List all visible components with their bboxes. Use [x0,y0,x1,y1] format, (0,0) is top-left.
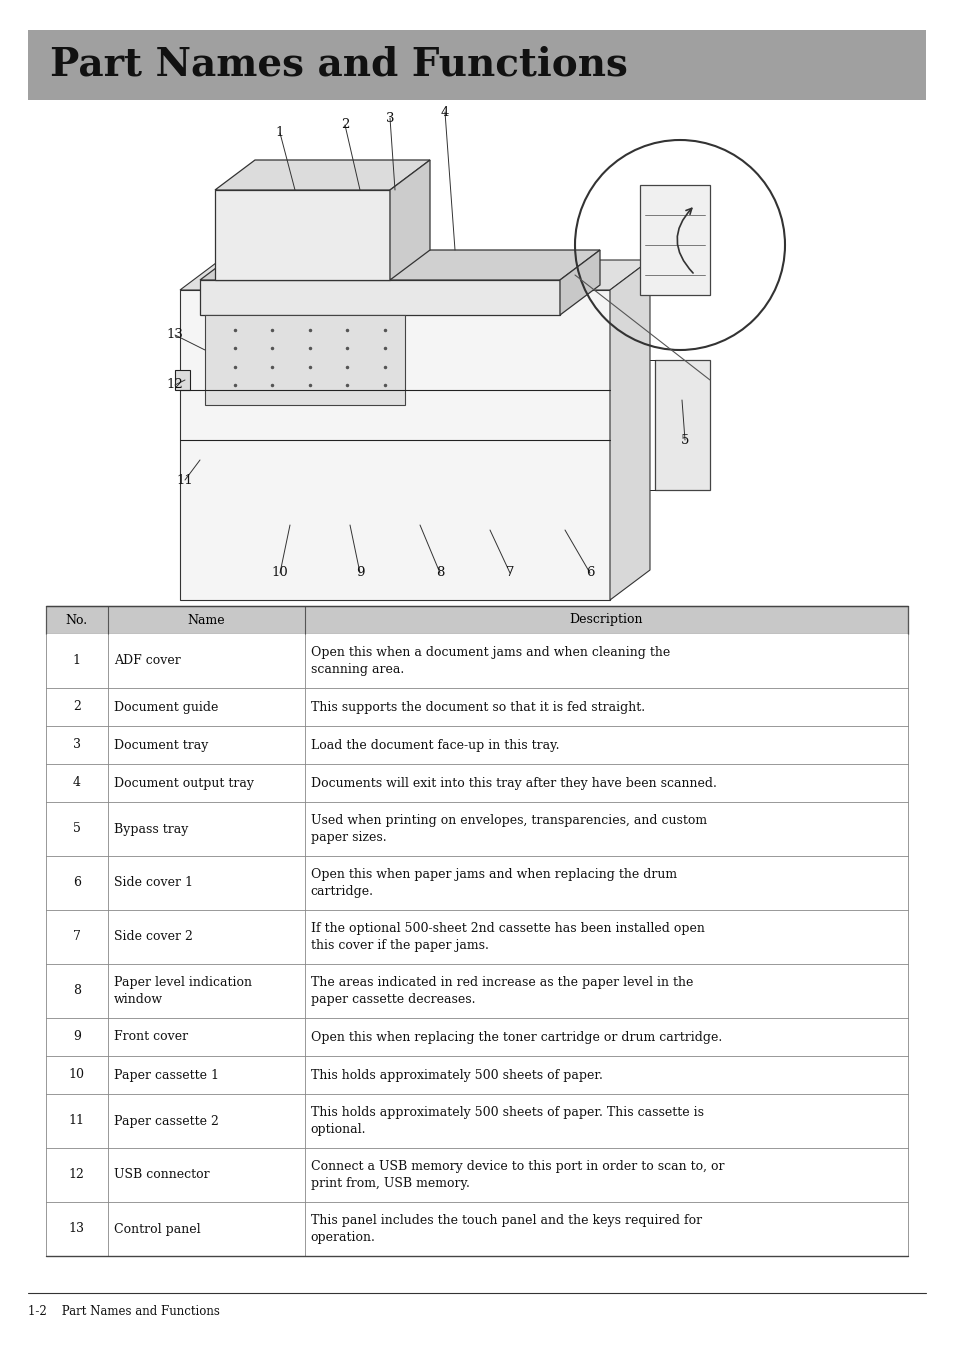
Bar [46,687,907,727]
Text: Description: Description [569,613,642,627]
Text: 11: 11 [69,1115,85,1127]
Text: Open this when a document jams and when cleaning the
scanning area.: Open this when a document jams and when … [310,646,669,675]
Bar [46,1055,907,1095]
Text: Part Names and Functions: Part Names and Functions [50,46,627,84]
Polygon shape [200,280,559,315]
Text: Document tray: Document tray [113,739,208,751]
Text: Paper cassette 2: Paper cassette 2 [113,1115,218,1127]
Bar [46,856,907,910]
Polygon shape [390,160,430,280]
Text: 8: 8 [72,984,81,998]
Text: 11: 11 [176,473,193,487]
Text: 12: 12 [167,379,183,391]
Text: Side cover 2: Side cover 2 [113,930,193,944]
Text: 13: 13 [167,329,183,341]
Text: 12: 12 [69,1169,85,1181]
Text: 4: 4 [440,105,449,119]
Bar [46,727,907,764]
Polygon shape [639,185,709,295]
Text: 9: 9 [355,566,364,580]
Text: 7: 7 [72,930,81,944]
Text: 1: 1 [275,127,284,139]
Polygon shape [200,249,599,280]
Polygon shape [655,360,709,491]
Text: No.: No. [66,613,88,627]
Text: 5: 5 [72,822,81,836]
Polygon shape [609,260,649,600]
Text: Name: Name [187,613,225,627]
Polygon shape [205,315,405,404]
Text: Documents will exit into this tray after they have been scanned.: Documents will exit into this tray after… [310,776,716,790]
Bar [46,764,907,802]
Text: Bypass tray: Bypass tray [113,822,188,836]
Text: 9: 9 [72,1030,81,1043]
Bar [46,1202,907,1256]
Text: 6: 6 [72,876,81,890]
Text: 1: 1 [72,655,81,667]
Bar [28,30,925,100]
Text: 3: 3 [72,739,81,751]
Bar [46,964,907,1018]
Bar [46,802,907,856]
Bar [46,1095,907,1148]
Text: Document output tray: Document output tray [113,776,253,790]
Text: 4: 4 [72,776,81,790]
Bar [46,910,907,964]
Text: Open this when replacing the toner cartridge or drum cartridge.: Open this when replacing the toner cartr… [310,1030,721,1043]
Bar [46,607,907,634]
Text: Used when printing on envelopes, transparencies, and custom
paper sizes.: Used when printing on envelopes, transpa… [310,814,706,844]
Text: ADF cover: ADF cover [113,655,180,667]
Polygon shape [214,160,430,190]
Text: Open this when paper jams and when replacing the drum
cartridge.: Open this when paper jams and when repla… [310,868,676,898]
Text: 1-2    Part Names and Functions: 1-2 Part Names and Functions [28,1305,219,1318]
Bar [46,1018,907,1055]
Text: If the optional 500-sheet 2nd cassette has been installed open
this cover if the: If the optional 500-sheet 2nd cassette h… [310,922,703,952]
Text: Paper cassette 1: Paper cassette 1 [113,1069,218,1081]
Bar [46,634,907,687]
Text: Connect a USB memory device to this port in order to scan to, or
print from, USB: Connect a USB memory device to this port… [310,1161,723,1190]
Text: 10: 10 [69,1069,85,1081]
Polygon shape [214,190,390,280]
Text: This panel includes the touch panel and the keys required for
operation.: This panel includes the touch panel and … [310,1215,700,1244]
Text: USB connector: USB connector [113,1169,210,1181]
Text: Document guide: Document guide [113,701,218,713]
Text: 10: 10 [272,566,288,580]
Text: 2: 2 [72,701,81,713]
Text: 2: 2 [340,119,349,132]
Text: Load the document face-up in this tray.: Load the document face-up in this tray. [310,739,558,751]
Text: 6: 6 [585,566,594,580]
Text: 3: 3 [385,112,394,124]
Text: 13: 13 [69,1223,85,1236]
Polygon shape [180,290,609,600]
Text: Front cover: Front cover [113,1030,188,1043]
Text: 8: 8 [436,566,444,580]
Bar [46,1148,907,1202]
Polygon shape [559,249,599,315]
Text: This holds approximately 500 sheets of paper. This cassette is
optional.: This holds approximately 500 sheets of p… [310,1105,702,1136]
Text: This holds approximately 500 sheets of paper.: This holds approximately 500 sheets of p… [310,1069,601,1081]
Text: Paper level indication
window: Paper level indication window [113,976,252,1006]
Bar [174,369,190,390]
Text: The areas indicated in red increase as the paper level in the
paper cassette dec: The areas indicated in red increase as t… [310,976,692,1006]
Text: 5: 5 [680,434,688,446]
Text: This supports the document so that it is fed straight.: This supports the document so that it is… [310,701,644,713]
Text: Side cover 1: Side cover 1 [113,876,193,890]
Text: 7: 7 [505,566,514,580]
Text: Control panel: Control panel [113,1223,200,1236]
Polygon shape [180,260,649,290]
